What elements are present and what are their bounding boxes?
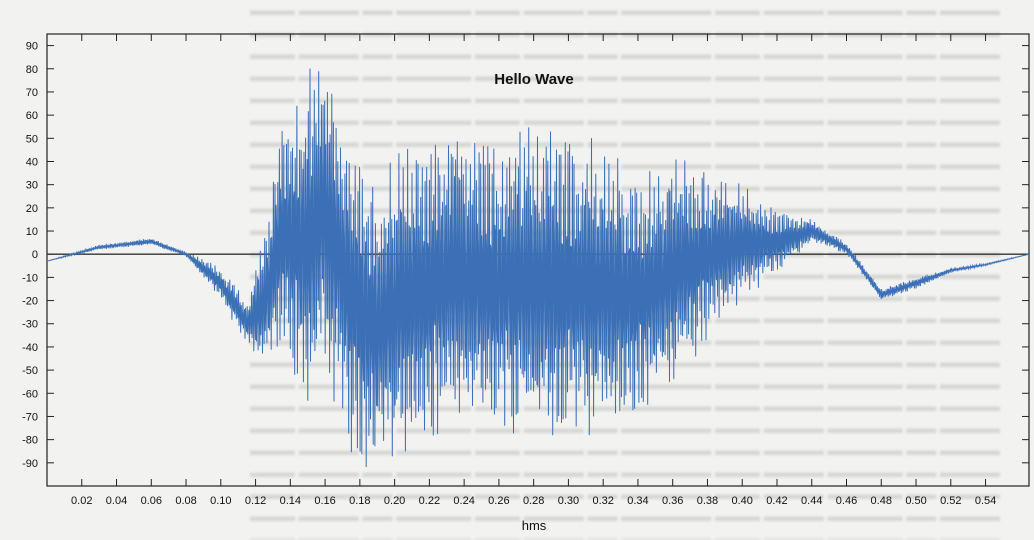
x-tick-label: 0.20: [384, 495, 405, 507]
x-axis: 0.02 0.04 0.06 0.08 0.10 0.12 0.14 0.16 0.18 0.20…: [71, 34, 996, 507]
x-tick-label: 0.26: [488, 495, 509, 507]
y-tick-label: 10: [26, 226, 38, 238]
y-tick-label: 40: [26, 156, 38, 168]
x-axis-label: hms: [522, 518, 547, 533]
x-tick-label: 0.10: [210, 495, 231, 507]
x-tick-label: 0.16: [314, 495, 335, 507]
x-tick-label: 0.32: [592, 495, 613, 507]
x-tick-label: 0.40: [732, 495, 753, 507]
y-tick-label: -70: [22, 411, 38, 423]
y-tick-label: -40: [22, 342, 38, 354]
x-tick-label: 0.08: [175, 495, 196, 507]
y-tick-label: 30: [26, 180, 38, 192]
y-tick-label: -10: [22, 272, 38, 284]
x-tick-label: 0.44: [801, 495, 822, 507]
y-tick-label: -30: [22, 319, 38, 331]
y-tick-label: -80: [22, 435, 38, 447]
x-tick-label: 0.48: [871, 495, 892, 507]
x-tick-label: 0.18: [349, 495, 370, 507]
y-tick-label: 90: [26, 41, 38, 53]
y-tick-label: 70: [26, 87, 38, 99]
plot-area: [46, 33, 1030, 487]
x-tick-label: 0.28: [523, 495, 544, 507]
y-tick-label: 20: [26, 203, 38, 215]
x-tick-label: 0.46: [836, 495, 857, 507]
x-tick-label: 0.02: [71, 495, 92, 507]
x-tick-label: 0.54: [975, 495, 996, 507]
y-axis: 90 80 70 60 50 40 30 20 10 0 -10 -20 -30 -40 -50 -60 -70…: [22, 41, 1029, 470]
y-tick-label: -50: [22, 365, 38, 377]
series-line-hello-wave: [46, 68, 1030, 468]
x-tick-label: 0.34: [627, 495, 648, 507]
x-tick-label: 0.14: [280, 495, 301, 507]
y-tick-label: -90: [22, 458, 38, 470]
y-tick-label: -60: [22, 388, 38, 400]
x-tick-label: 0.12: [245, 495, 266, 507]
x-tick-label: 0.22: [419, 495, 440, 507]
y-tick-label: 60: [26, 110, 38, 122]
x-tick-label: 0.42: [766, 495, 787, 507]
x-tick-label: 0.24: [453, 495, 474, 507]
chart-title: Hello Wave: [494, 71, 573, 88]
y-tick-label: 80: [26, 64, 38, 76]
x-tick-label: 0.04: [106, 495, 127, 507]
y-tick-label: -20: [22, 296, 38, 308]
x-tick-label: 0.38: [697, 495, 718, 507]
x-tick-label: 0.30: [558, 495, 579, 507]
x-tick-label: 0.36: [662, 495, 683, 507]
x-tick-label: 0.52: [940, 495, 961, 507]
y-tick-label: 0: [32, 249, 38, 261]
y-tick-label: 50: [26, 133, 38, 145]
x-tick-label: 0.06: [141, 495, 162, 507]
x-tick-label: 0.50: [905, 495, 926, 507]
